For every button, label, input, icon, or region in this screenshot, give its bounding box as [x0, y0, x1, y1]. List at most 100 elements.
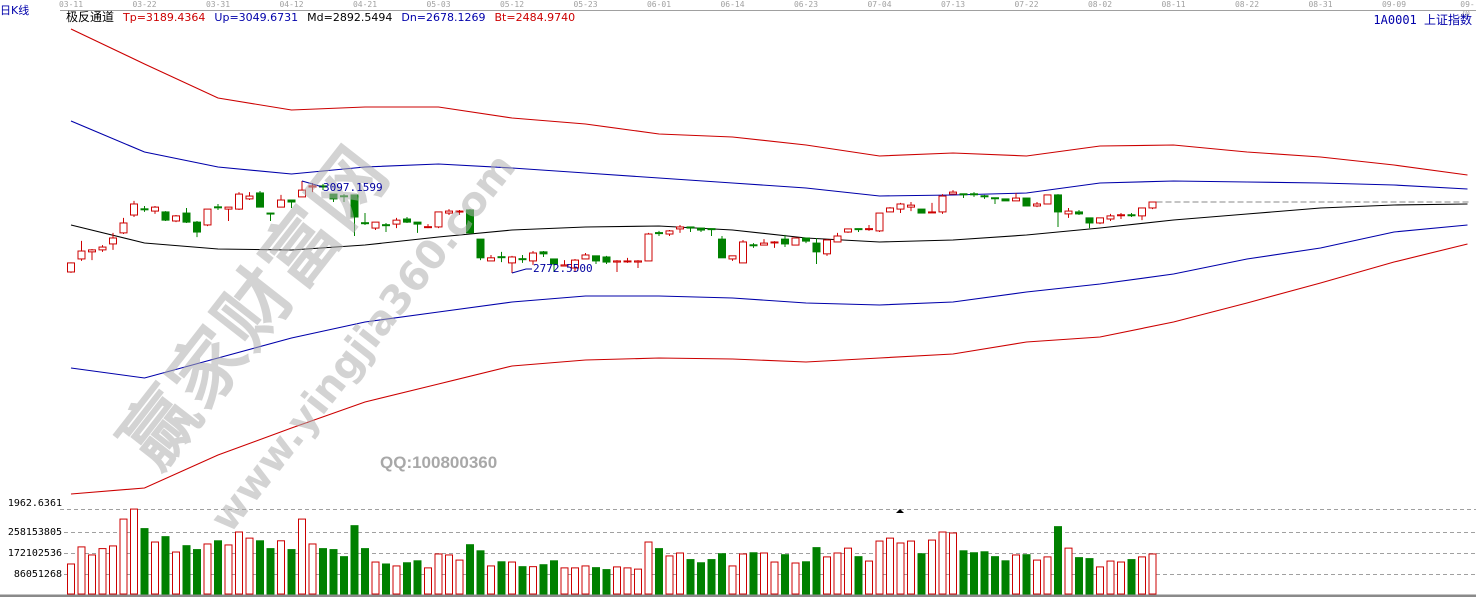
candle-body	[340, 195, 348, 198]
volume-bar	[245, 537, 254, 595]
candle-up	[98, 245, 107, 252]
candle-up	[676, 224, 684, 233]
date-tick-label: 07-04	[867, 0, 892, 9]
volume-bar	[655, 548, 663, 595]
candle-body	[665, 230, 674, 235]
period-label[interactable]: 日K线	[0, 4, 30, 17]
volume-bar	[896, 542, 905, 595]
volume-bar	[445, 554, 453, 595]
candle-body	[1012, 197, 1020, 202]
volume-bar	[802, 561, 810, 595]
candle-down	[329, 193, 338, 203]
candle-up	[529, 251, 537, 265]
candle-body	[308, 185, 317, 188]
candle-body	[812, 242, 821, 253]
volume-bar	[77, 546, 86, 595]
candle-body	[476, 238, 485, 259]
candle-body	[991, 197, 999, 200]
volume-bar	[949, 532, 957, 595]
volume-bar	[161, 536, 170, 595]
volume-bar	[256, 540, 264, 595]
annotations	[301, 180, 532, 274]
volume-bar	[917, 553, 926, 595]
watermark-qq: QQ:100800360	[380, 453, 498, 472]
date-tick-label: 05-23	[573, 0, 598, 9]
candle-down	[1001, 198, 1010, 202]
volume-bar	[518, 566, 527, 595]
candle-body	[676, 226, 684, 230]
candle-body	[88, 249, 96, 253]
candle-up	[928, 202, 936, 214]
volume-bar	[571, 567, 579, 595]
candle-body	[749, 244, 758, 247]
candle-down	[382, 222, 390, 233]
volume-bar	[770, 561, 779, 595]
volume-bar	[508, 561, 516, 595]
date-tick-label: 03-22	[132, 0, 157, 9]
candle-body	[67, 262, 75, 273]
candle-down	[970, 192, 978, 197]
volume-bar	[854, 556, 863, 595]
volume-bar	[812, 547, 821, 595]
candle-body	[98, 246, 107, 251]
candle-body	[382, 224, 390, 227]
candle-body	[256, 192, 264, 208]
candle-down	[697, 227, 705, 233]
volume-bar	[791, 562, 800, 595]
candle-up	[445, 209, 453, 216]
legend-up: Up=3049.6731	[214, 11, 299, 24]
candle-body	[182, 212, 191, 223]
low-annotation: 2772.5500	[533, 261, 593, 275]
volume-bar	[67, 563, 75, 595]
candle-up	[298, 181, 306, 198]
candle-body	[970, 193, 978, 196]
volume-bar	[833, 552, 842, 595]
volume-bar	[875, 540, 884, 595]
volume-bar	[665, 555, 674, 595]
candle-up	[203, 208, 212, 227]
channel-lines	[70, 28, 1468, 495]
candle-body	[235, 193, 243, 210]
candle-up	[1012, 192, 1020, 202]
candle-up	[865, 224, 873, 231]
candle-body	[802, 237, 810, 242]
volume-bar	[140, 528, 149, 595]
candle-up	[938, 194, 947, 214]
candle-up	[1106, 213, 1115, 221]
candle-up	[634, 260, 642, 269]
volume-bar	[403, 562, 411, 595]
candle-body	[844, 228, 852, 233]
candle-body	[686, 226, 695, 229]
volume-axis-label: 172102536	[7, 548, 62, 559]
candle-down	[266, 212, 275, 221]
candle-up	[119, 217, 128, 235]
candle-down	[413, 221, 422, 233]
date-tick-label: 03-11	[58, 0, 84, 9]
date-tick-label: 04-12	[279, 0, 304, 9]
volume-bar	[1043, 556, 1052, 595]
volume-bar	[1096, 566, 1104, 595]
candle-body	[697, 227, 705, 231]
candle-up	[245, 192, 254, 201]
candle-up	[1096, 217, 1104, 225]
volume-bar	[844, 547, 852, 595]
candle-body	[434, 211, 443, 228]
candle-up	[1138, 207, 1146, 221]
volume-bar	[602, 569, 611, 595]
volume-bar	[539, 564, 548, 595]
date-tick-label: 05-03	[426, 0, 451, 9]
candle-body	[613, 260, 621, 263]
candle-body	[1106, 215, 1115, 220]
price-axis-bottom-label: 1962.6361	[7, 498, 62, 509]
candle-up	[88, 249, 96, 261]
candle-body	[571, 259, 579, 269]
volume-bar	[938, 531, 947, 595]
candle-down	[350, 194, 359, 237]
candle-up	[392, 217, 401, 229]
candle-down	[959, 193, 968, 199]
candle-down	[781, 234, 789, 248]
candle-down	[539, 251, 548, 257]
date-tick-label: 06-14	[720, 0, 745, 9]
candle-body	[172, 215, 180, 222]
